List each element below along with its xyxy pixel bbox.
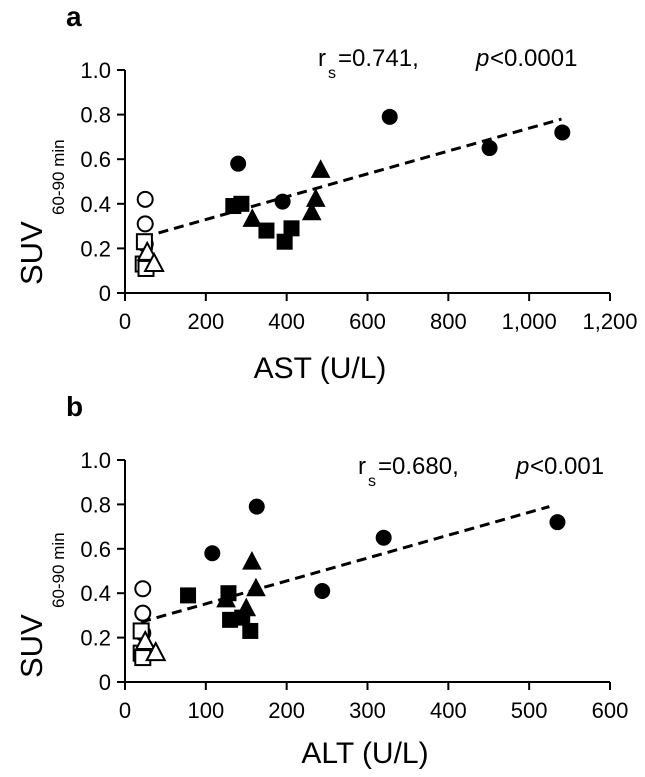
annotation-a: r s =0.741, p <0.0001 — [318, 45, 577, 82]
y-tick-label: 0 — [99, 281, 111, 306]
stat-symbol-a: r — [318, 45, 326, 72]
data-point-open-triangle — [143, 251, 165, 273]
x-tick-label: 0 — [119, 309, 131, 334]
y-axis-label-main-a: SUV — [14, 221, 49, 285]
data-point-filled-circle — [230, 155, 247, 172]
x-tick-label: 600 — [592, 698, 629, 723]
data-point-filled-square — [233, 195, 250, 212]
x-tick-label: 300 — [349, 698, 386, 723]
data-point-open-triangle — [145, 641, 167, 662]
panel-label-a: a — [66, 1, 82, 32]
stat-sub-a: s — [328, 65, 336, 82]
stat-symbol-b: r — [358, 453, 366, 480]
p-value-b: <0.001 — [530, 453, 604, 480]
y-axis-label-sub-a: 60-90 min — [49, 139, 68, 215]
p-symbol-a: p — [475, 45, 489, 72]
data-point-filled-triangle — [242, 551, 262, 570]
x-tick-label: 400 — [430, 698, 467, 723]
annotation-b: r s =0.680, p <0.001 — [358, 453, 604, 490]
x-tick-label: 600 — [349, 309, 386, 334]
x-tick-label: 500 — [511, 698, 548, 723]
panel-b: b r s =0.680, p <0.001 00.20.40.60.81.00… — [14, 391, 628, 770]
x-tick-label: 1,200 — [582, 309, 637, 334]
y-tick-label: 1.0 — [80, 58, 111, 83]
marks-b — [132, 498, 566, 667]
data-point-filled-circle — [248, 498, 265, 515]
x-tick-label: 100 — [187, 698, 224, 723]
y-tick-label: 0.8 — [80, 492, 111, 517]
data-point-filled-triangle — [242, 208, 263, 227]
data-point-filled-circle — [204, 545, 221, 562]
data-point-open-circle — [134, 604, 152, 622]
data-point-open-triangle — [136, 240, 158, 261]
data-point-open-circle — [136, 215, 154, 233]
y-axis-label-main-b: SUV — [14, 614, 49, 678]
x-tick-label: 200 — [187, 309, 224, 334]
regression-line — [142, 117, 562, 239]
stat-value-b: =0.680, — [378, 453, 459, 480]
axes-a: 0 0.2 0.4 0.6 0.8 1.0 0 200 400 600 800 1,000 1,200 — [80, 58, 637, 334]
data-point-filled-circle — [314, 582, 331, 599]
fit-line-b — [140, 505, 550, 624]
data-point-filled-square — [180, 587, 197, 604]
data-point-filled-square — [258, 222, 275, 239]
data-point-filled-circle — [375, 529, 392, 546]
y-tick-label: 0.2 — [80, 236, 111, 261]
data-point-filled-triangle — [305, 188, 326, 207]
y-tick-label: 0 — [99, 670, 111, 695]
y-tick-label: 0.4 — [80, 581, 111, 606]
axes-b: 0 0.2 0.4 0.6 0.8 1.0 0 100 200 300 400 500 600 — [80, 448, 628, 723]
y-tick-label: 0.8 — [80, 103, 111, 128]
y-tick-label: 0.4 — [80, 192, 111, 217]
stat-sub-b: s — [368, 473, 376, 490]
x-axis-label-a: AST (U/L) — [254, 352, 387, 385]
x-tick-label: 1,000 — [502, 309, 557, 334]
stat-value-a: =0.741, — [338, 45, 419, 72]
data-point-open-circle — [136, 190, 154, 208]
regression-line — [140, 505, 550, 624]
data-point-filled-square — [276, 233, 293, 250]
data-point-filled-triangle — [216, 588, 236, 608]
y-tick-label: 0.6 — [80, 537, 111, 562]
data-point-filled-triangle — [310, 159, 331, 178]
data-point-filled-triangle — [246, 577, 266, 597]
y-tick-label: 0.6 — [80, 147, 111, 172]
data-point-filled-circle — [549, 514, 566, 531]
y-axis-label-a: SUV 60-90 min — [14, 139, 68, 285]
data-point-filled-circle — [554, 124, 571, 141]
x-tick-label: 400 — [268, 309, 305, 334]
x-axis-label-b: ALT (U/L) — [301, 737, 428, 770]
data-point-filled-circle — [274, 193, 291, 210]
y-tick-label: 1.0 — [80, 448, 111, 473]
data-point-open-circle — [134, 580, 152, 598]
data-point-filled-circle — [381, 108, 398, 125]
p-symbol-b: p — [515, 453, 529, 480]
x-tick-label: 200 — [268, 698, 305, 723]
data-point-filled-triangle — [236, 597, 257, 617]
data-point-filled-square — [242, 622, 259, 639]
data-point-filled-triangle — [301, 201, 322, 221]
y-tick-label: 0.2 — [80, 626, 111, 651]
data-point-filled-circle — [481, 140, 498, 157]
p-value-a: <0.0001 — [490, 45, 577, 72]
data-point-open-triangle — [134, 629, 156, 651]
panel-a: a r s =0.741, p <0.0001 0 0.2 0.4 0.6 0.8 1.0… — [14, 1, 638, 385]
data-point-filled-square — [283, 220, 300, 237]
panel-label-b: b — [66, 391, 83, 422]
y-axis-label-sub-b: 60-90 min — [49, 532, 68, 608]
fit-line-a — [142, 117, 562, 239]
marks-a — [134, 108, 571, 277]
y-axis-label-b: SUV 60-90 min — [14, 532, 68, 678]
x-tick-label: 800 — [430, 309, 467, 334]
x-tick-label: 0 — [119, 698, 131, 723]
